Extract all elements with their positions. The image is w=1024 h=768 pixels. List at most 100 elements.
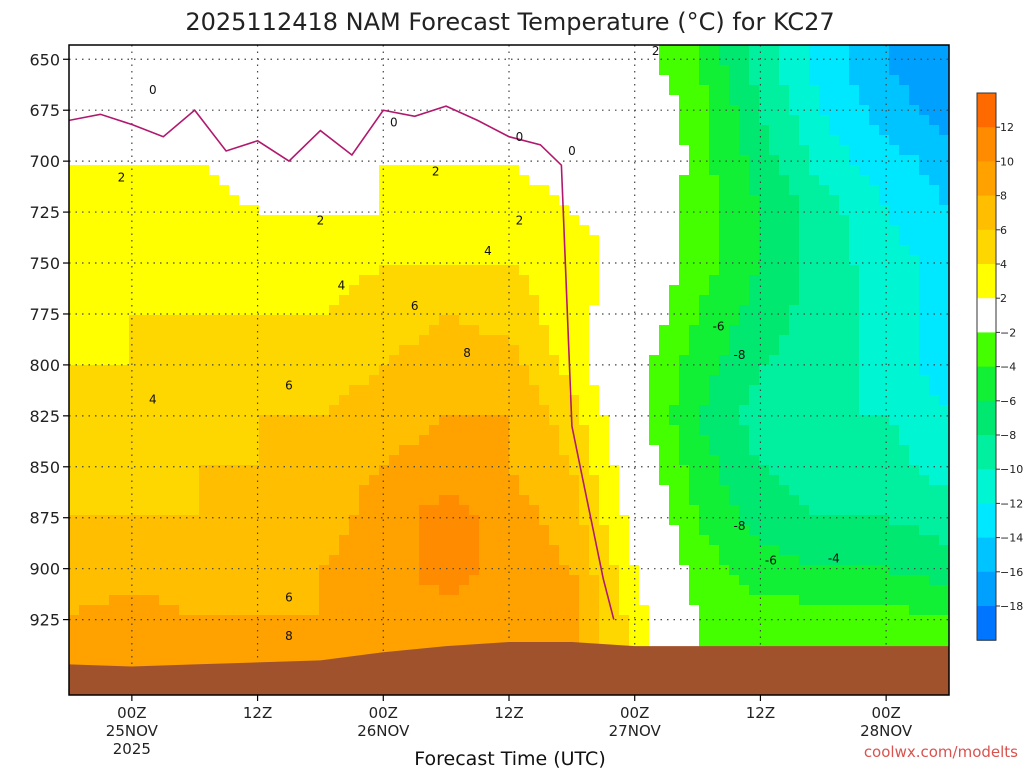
temperature-cell [159,185,170,196]
temperature-cell [749,155,760,166]
temperature-cell [569,615,580,626]
temperature-cell [79,115,90,126]
temperature-cell [249,245,260,256]
temperature-cell [719,575,730,586]
temperature-cell [139,155,150,166]
temperature-cell [769,395,780,406]
temperature-cell [169,615,180,626]
temperature-cell [529,135,540,146]
temperature-cell [419,405,430,416]
temperature-cell [629,475,640,486]
temperature-cell [169,165,180,176]
temperature-cell [509,65,520,76]
temperature-cell [229,445,240,456]
temperature-cell [459,275,470,286]
temperature-cell [299,165,310,176]
temperature-cell [359,275,370,286]
temperature-cell [759,235,770,246]
temperature-cell [159,365,170,376]
temperature-cell [699,495,710,506]
temperature-cell [309,175,320,186]
temperature-cell [339,125,350,136]
temperature-cell [689,455,700,466]
temperature-cell [479,45,490,56]
temperature-cell [469,425,480,436]
temperature-cell [269,625,280,636]
temperature-cell [359,345,370,356]
temperature-cell [469,365,480,376]
temperature-cell [119,655,130,666]
temperature-cell [519,225,530,236]
temperature-cell [269,115,280,126]
temperature-cell [559,195,570,206]
temperature-cell [339,95,350,106]
temperature-cell [269,635,280,646]
temperature-cell [659,425,670,436]
temperature-cell [79,215,90,226]
temperature-cell [279,245,290,256]
temperature-cell [269,45,280,56]
temperature-cell [399,425,410,436]
temperature-cell [429,585,440,596]
temperature-cell [89,415,100,426]
temperature-cell [139,215,150,226]
temperature-cell [589,245,600,256]
temperature-cell [309,605,320,616]
temperature-cell [309,355,320,366]
temperature-cell [439,565,450,576]
temperature-cell [729,235,740,246]
temperature-cell [219,265,230,276]
temperature-cell [439,295,450,306]
temperature-cell [159,75,170,86]
temperature-cell [729,635,740,646]
temperature-cell [109,355,120,366]
temperature-cell [689,295,700,306]
temperature-cell [369,255,380,266]
temperature-cell [429,455,440,466]
temperature-cell [219,575,230,586]
temperature-cell [709,295,720,306]
temperature-cell [379,565,390,576]
temperature-cell [799,165,810,176]
temperature-cell [479,465,490,476]
temperature-cell [329,545,340,556]
temperature-cell [429,355,440,366]
temperature-cell [519,325,530,336]
temperature-cell [229,305,240,316]
temperature-cell [609,175,620,186]
temperature-cell [349,245,360,256]
temperature-cell [179,645,190,656]
temperature-cell [139,305,150,316]
temperature-cell [519,435,530,446]
temperature-cell [699,535,710,546]
temperature-cell [99,45,110,56]
temperature-cell [349,365,360,376]
temperature-cell [339,515,350,526]
temperature-cell [299,295,310,306]
temperature-cell [709,315,720,326]
temperature-cell [99,465,110,476]
temperature-cell [349,135,360,146]
temperature-cell [199,275,210,286]
temperature-cell [679,155,690,166]
temperature-cell [639,335,650,346]
temperature-cell [389,115,400,126]
temperature-cell [209,445,220,456]
temperature-cell [439,45,450,56]
temperature-cell [529,295,540,306]
temperature-cell [659,175,670,186]
temperature-cell [69,405,80,416]
temperature-cell [439,105,450,116]
temperature-cell [379,605,390,616]
temperature-cell [259,485,270,496]
temperature-cell [689,485,700,496]
temperature-cell [149,165,160,176]
temperature-cell [669,285,680,296]
temperature-cell [359,205,370,216]
temperature-cell [119,335,130,346]
temperature-cell [509,295,520,306]
temperature-cell [469,65,480,76]
temperature-cell [249,55,260,66]
temperature-cell [89,435,100,446]
